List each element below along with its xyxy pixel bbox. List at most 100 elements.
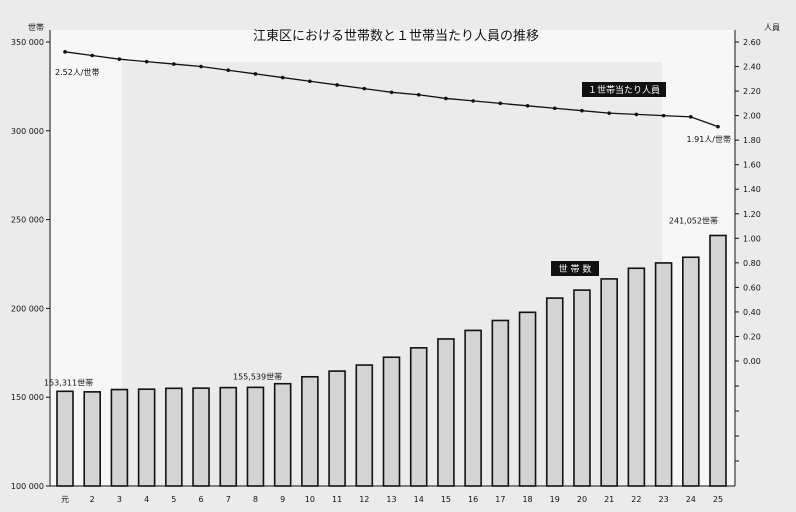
right-tick-label: 2.20 <box>743 87 761 96</box>
left-tick-label: 350 000 <box>11 38 44 47</box>
bar-household <box>273 382 292 487</box>
x-tick-label: 14 <box>414 495 424 504</box>
line-point <box>389 90 394 95</box>
right-tick-label: 0.00 <box>743 357 761 366</box>
x-tick-label: 25 <box>713 495 723 504</box>
x-tick-label: 6 <box>198 495 203 504</box>
annotation-first-bar: 153,311世帯 <box>44 377 93 387</box>
right-tick-label: 1.00 <box>743 234 761 243</box>
x-tick-label: 7 <box>226 495 231 504</box>
bar-household <box>110 388 129 487</box>
bar-household <box>246 386 265 487</box>
x-tick-label: 11 <box>332 495 342 504</box>
x-tick-label: 22 <box>631 495 641 504</box>
right-tick-label: 0.20 <box>743 332 761 341</box>
bar-household <box>192 387 210 487</box>
bar-household <box>681 256 700 487</box>
right-tick-label: 2.00 <box>743 112 761 121</box>
bar-household <box>165 387 183 487</box>
bar-household <box>409 347 428 487</box>
bar-household <box>709 234 727 487</box>
line-point <box>416 92 421 97</box>
line-point <box>688 115 693 119</box>
legend-bar-box <box>551 261 599 276</box>
bar-household <box>627 267 646 487</box>
line-point <box>444 96 448 101</box>
bar-household <box>464 329 482 487</box>
left-tick-label: 250 000 <box>11 216 44 225</box>
right-tick-label: 1.40 <box>743 185 761 194</box>
bar-household <box>654 262 673 487</box>
annotation-last-line: 1.91人/世帯 <box>686 134 731 144</box>
x-tick-label: 24 <box>686 495 696 504</box>
annotation-first-line: 2.52人/世帯 <box>55 67 100 77</box>
bar-household <box>600 278 618 487</box>
line-point <box>63 50 67 54</box>
x-tick-label: 9 <box>280 495 285 504</box>
bar-household <box>437 338 455 487</box>
left-axis-unit: 世帯 <box>28 22 44 32</box>
legend-bar-label: 世 帯 数 <box>559 263 592 275</box>
left-tick-label: 100 000 <box>11 482 44 491</box>
left-tick-label: 300 000 <box>11 127 44 136</box>
x-tick-label: 17 <box>495 495 505 504</box>
bar-household <box>137 388 156 487</box>
chart-title: 江東区における世帯数と１世帯当たり人員の推移 <box>253 28 539 44</box>
x-tick-label: 20 <box>577 495 587 504</box>
x-tick-label: 3 <box>117 495 122 504</box>
line-point <box>498 101 503 106</box>
right-tick-label: 1.80 <box>743 136 761 145</box>
right-tick-label: 0.60 <box>743 283 761 292</box>
line-point <box>661 113 666 118</box>
line-point <box>362 86 367 91</box>
annotation-mid-bar: 155,539世帯 <box>233 371 282 381</box>
line-point <box>607 111 611 115</box>
line-point <box>525 104 530 108</box>
left-tick-label: 200 000 <box>11 304 44 313</box>
x-tick-label: 16 <box>468 495 478 504</box>
line-point <box>308 79 312 84</box>
line-point <box>117 57 122 61</box>
line-point <box>144 59 149 64</box>
bar-household <box>328 370 346 487</box>
bar-household <box>573 289 591 487</box>
bar-household <box>83 391 102 487</box>
x-tick-label: 12 <box>359 495 369 504</box>
line-point <box>716 124 720 129</box>
x-tick-label: 10 <box>305 495 315 504</box>
right-tick-label: 1.60 <box>743 161 761 170</box>
line-point <box>471 99 475 103</box>
annotation-last-bar: 241,052世帯 <box>669 215 718 225</box>
x-tick-label: 15 <box>441 495 451 504</box>
line-point <box>552 106 557 111</box>
right-tick-label: 1.20 <box>743 210 761 219</box>
bar-household <box>56 390 74 487</box>
x-tick-label: 21 <box>604 495 614 504</box>
line-point <box>280 75 285 80</box>
line-point <box>253 72 258 76</box>
legend-line-label: １世帯当たり人員 <box>588 84 660 96</box>
legend-line-box <box>582 82 666 97</box>
bar-household <box>518 311 537 487</box>
x-tick-label: 23 <box>658 495 668 504</box>
line-point <box>90 53 95 58</box>
bar-household <box>355 364 374 487</box>
x-tick-label: 18 <box>522 495 532 504</box>
line-point <box>634 112 639 117</box>
x-tick-label: 5 <box>171 495 176 504</box>
right-tick-label: 0.40 <box>743 308 761 317</box>
x-tick-label: 8 <box>253 495 258 504</box>
bar-household <box>219 386 238 487</box>
right-tick-label: 0.80 <box>743 259 761 268</box>
line-point <box>335 83 339 87</box>
right-tick-label: 2.40 <box>743 63 761 72</box>
line-point <box>580 108 584 113</box>
x-tick-label: 4 <box>144 495 149 504</box>
left-tick-label: 150 000 <box>11 393 44 402</box>
line-point <box>172 62 176 66</box>
x-tick-label: 2 <box>90 495 95 504</box>
x-tick-label: 19 <box>550 495 560 504</box>
x-tick-label: 元 <box>61 495 69 504</box>
